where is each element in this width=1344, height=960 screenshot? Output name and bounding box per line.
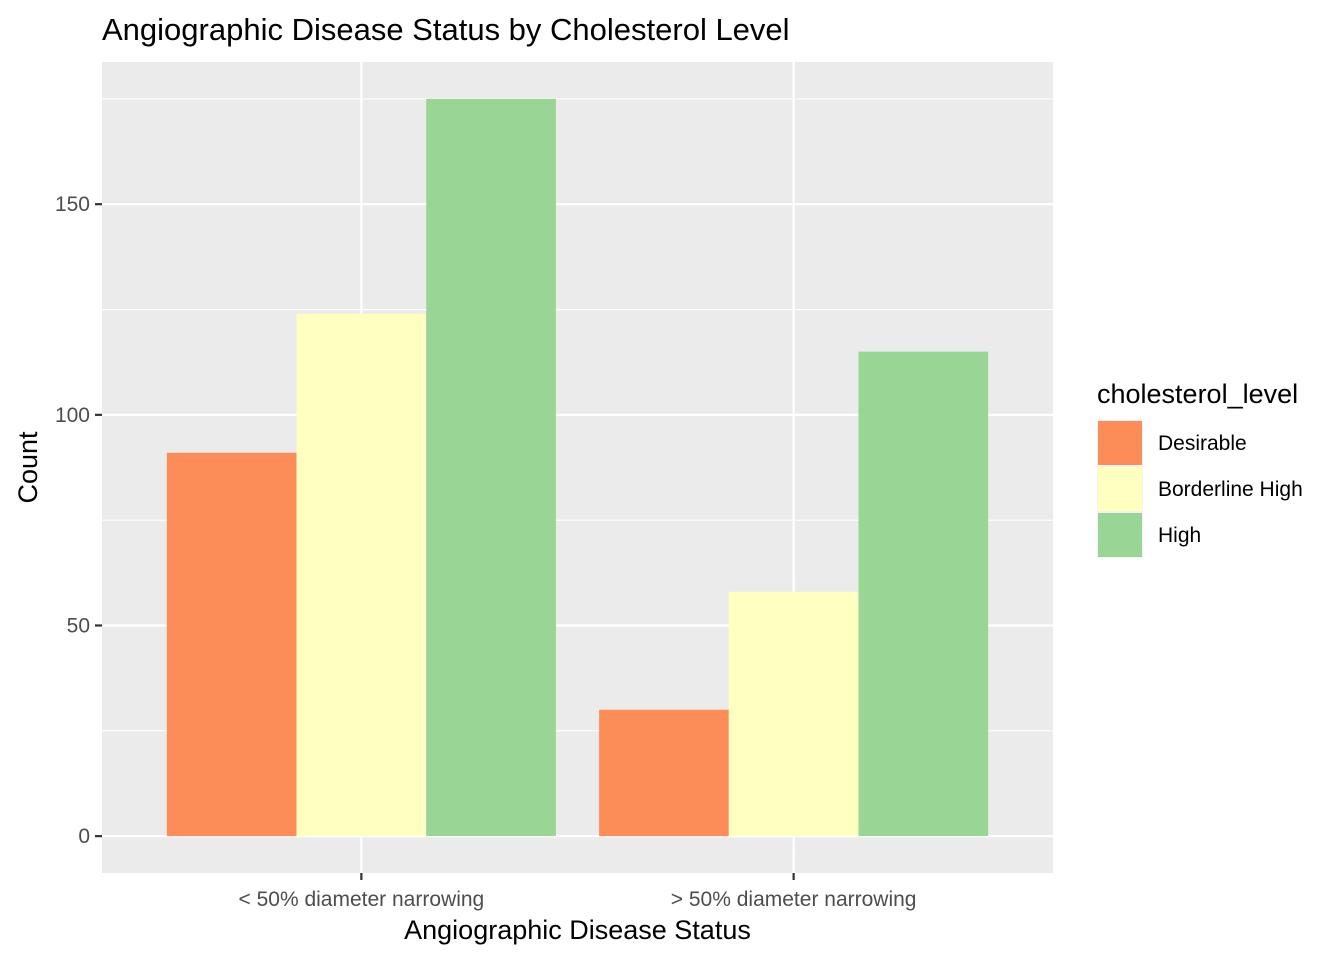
legend-label: High [1158,524,1201,547]
bar [166,452,297,837]
bar [728,591,859,837]
y-tick-label: 50 [67,614,90,637]
y-tick-label: 100 [55,404,90,427]
y-axis: 0 50 100 150 [55,193,102,848]
legend: cholesterol_level Desirable Borderline Hi… [1097,379,1303,558]
bar [599,709,729,837]
bars [166,98,989,837]
y-tick-label: 0 [78,825,90,848]
y-tick-label: 150 [55,193,90,216]
bar [426,98,556,837]
x-tick-label: > 50% diameter narrowing [671,888,917,911]
x-axis-title: Angiographic Disease Status [404,915,751,945]
legend-title: cholesterol_level [1097,379,1298,409]
y-axis-title: Count [13,431,43,504]
legend-label: Borderline High [1158,478,1303,501]
bar [296,313,427,837]
x-axis: < 50% diameter narrowing > 50% diameter n… [239,873,917,911]
legend-items: Desirable Borderline High High [1097,420,1303,558]
x-tick-label: < 50% diameter narrowing [239,888,485,911]
legend-label: Desirable [1158,432,1247,455]
legend-swatch [1098,421,1142,465]
bar [858,351,989,837]
chart-title: Angiographic Disease Status by Cholester… [102,12,790,47]
legend-swatch [1098,467,1142,511]
legend-swatch [1098,513,1142,557]
